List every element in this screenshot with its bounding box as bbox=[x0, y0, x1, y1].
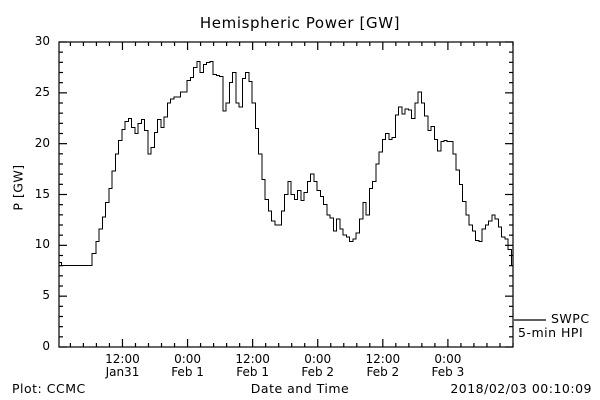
timestamp: 2018/02/03 00:10:09 bbox=[450, 381, 592, 396]
legend-entry-sublabel: 5-min HPI bbox=[518, 325, 584, 340]
y-axis-ticks bbox=[59, 41, 513, 348]
y-tick-label: 10 bbox=[34, 237, 50, 252]
x-tick-label: 12:00 Jan31 bbox=[105, 352, 140, 379]
x-tick-label: 0:00 Feb 2 bbox=[301, 352, 335, 379]
data-series-swpc-5min-hpi bbox=[59, 60, 513, 267]
y-tick-label: 20 bbox=[34, 135, 50, 150]
legend-entry-swpc: SWPC bbox=[551, 311, 590, 326]
x-tick-label: 12:00 Feb 1 bbox=[235, 352, 270, 379]
y-tick-label: 15 bbox=[34, 186, 50, 201]
y-tick-label: 30 bbox=[34, 34, 50, 48]
y-tick-label: 0 bbox=[42, 339, 50, 353]
x-tick-label: 0:00 Feb 1 bbox=[171, 352, 204, 379]
x-axis-label: Date and Time bbox=[250, 381, 350, 396]
plot-credit: Plot: CCMC bbox=[12, 381, 86, 396]
y-tick-label: 5 bbox=[42, 288, 50, 303]
chart-title: Hemispheric Power [GW] bbox=[199, 14, 401, 32]
x-axis-ticks bbox=[69, 42, 514, 347]
y-tick-label: 25 bbox=[34, 84, 50, 99]
x-tick-label: 12:00 Feb 2 bbox=[365, 352, 401, 379]
x-tick-label: 0:00 Feb 3 bbox=[431, 352, 465, 379]
